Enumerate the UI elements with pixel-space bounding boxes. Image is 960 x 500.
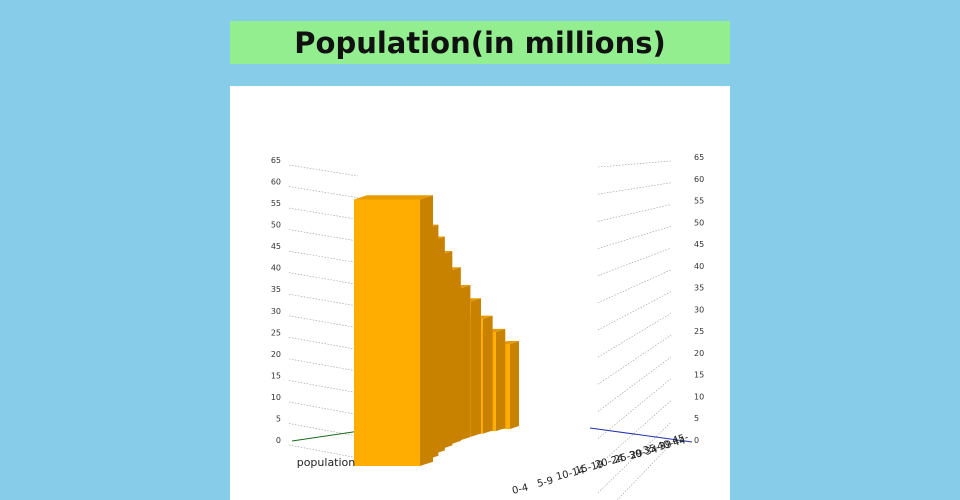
right-tick-label: 5	[694, 414, 699, 423]
right-tick-label: 30	[694, 305, 704, 314]
left-gridline	[288, 358, 359, 372]
left-gridline	[288, 207, 359, 220]
left-tick-label: 40	[271, 264, 281, 273]
left-gridline	[288, 186, 359, 198]
left-tick-label: 20	[271, 350, 281, 359]
left-tick-label: 60	[271, 178, 281, 187]
right-tick-label: 35	[694, 284, 704, 293]
right-tick-label: 0	[694, 436, 699, 445]
right-tick-label: 55	[694, 197, 704, 206]
right-gridline	[597, 422, 672, 494]
right-tick-label: 60	[694, 175, 704, 184]
bar-side-face	[470, 298, 481, 437]
right-gridline	[597, 400, 672, 466]
right-tick-labels: 0 5 10 15 20 25 30 35 40 45 50 55 60 65	[694, 153, 704, 445]
right-tick-label: 10	[694, 392, 704, 401]
left-tick-label: 55	[271, 199, 281, 208]
left-tick-label: 50	[271, 221, 281, 230]
gridlines	[288, 160, 672, 500]
right-tick-label: 40	[694, 262, 704, 271]
right-gridline	[597, 356, 672, 412]
right-tick-label: 50	[694, 218, 704, 227]
right-tick-label: 20	[694, 349, 704, 358]
left-gridline	[288, 250, 359, 264]
left-tick-label: 65	[271, 156, 281, 165]
right-tick-label: 45	[694, 240, 704, 249]
category-label: population	[297, 456, 356, 469]
series-label: 45-	[671, 432, 690, 447]
left-tick-label: 45	[271, 242, 281, 251]
right-gridline	[597, 182, 672, 195]
right-gridline	[597, 269, 672, 304]
right-tick-label: 25	[694, 327, 704, 336]
right-gridline	[597, 291, 672, 331]
bar-top-face	[354, 195, 433, 200]
left-gridline	[288, 337, 359, 350]
right-gridline	[597, 247, 672, 276]
bar-front-face	[354, 199, 420, 466]
right-tick-label: 65	[694, 153, 704, 162]
chart-title: Population(in millions)	[294, 25, 666, 60]
left-gridline	[288, 401, 359, 415]
left-gridline	[288, 423, 359, 437]
series-label: 5-9	[536, 475, 555, 490]
left-tick-label: 25	[271, 328, 281, 337]
left-tick-label: 5	[276, 414, 281, 423]
population-3d-bar-chart: 0 5 10 15 20 25 30 35 40 45 50 55 60 65 0 5 10 15 20 25 30 35…	[271, 153, 704, 500]
bar-side-face	[482, 315, 493, 434]
left-gridline	[288, 293, 359, 307]
right-gridline	[597, 204, 672, 222]
bar-group	[354, 195, 519, 466]
right-gridline	[597, 313, 672, 358]
left-tick-label: 30	[271, 307, 281, 316]
left-tick-labels: 0 5 10 15 20 25 30 35 40 45 50 55 60 65	[271, 156, 281, 445]
left-tick-label: 15	[271, 371, 281, 380]
left-gridline	[288, 229, 359, 242]
bar-side-face	[495, 328, 506, 432]
bar-0-4	[354, 195, 433, 466]
left-gridline	[288, 380, 359, 394]
left-tick-label: 0	[276, 436, 281, 445]
chart-panel: 0 5 10 15 20 25 30 35 40 45 50 55 60 65 0 5 10 15 20 25 30 35…	[230, 86, 730, 500]
right-gridline	[616, 443, 672, 500]
series-label: 0-4	[511, 482, 530, 497]
right-tick-label: 15	[694, 371, 704, 380]
left-gridline	[288, 315, 359, 329]
bar-side-face	[459, 285, 471, 441]
right-gridline	[597, 160, 672, 168]
bar-side-face	[510, 341, 519, 429]
bar-side-face	[420, 195, 433, 466]
right-gridline	[597, 226, 672, 249]
left-gridline	[288, 164, 359, 177]
left-gridline	[288, 272, 359, 285]
right-floor-axis	[589, 427, 693, 443]
chart-title-banner: Population(in millions)	[230, 21, 730, 64]
right-gridline	[597, 378, 672, 439]
left-tick-label: 35	[271, 285, 281, 294]
right-gridline	[597, 334, 672, 385]
bar-side-face	[449, 267, 461, 445]
left-tick-label: 10	[271, 393, 281, 402]
series-labels: 0-4 5-9 10-1415-1920-2425-2930-3435-3940-4…	[511, 432, 690, 497]
